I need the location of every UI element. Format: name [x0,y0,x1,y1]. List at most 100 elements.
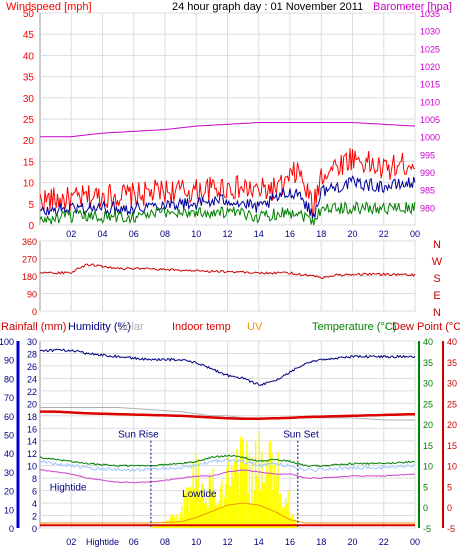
wind-title: Windspeed [mph] [6,1,92,13]
humidity-tick-label: 2 [32,512,37,522]
wind-min-line [39,200,416,226]
rainfall-tick-label: 90 [4,356,14,366]
direction-tick-label: 180 [22,272,37,282]
rainfall-tick-label: 20 [4,487,14,497]
dewpoint-tick-label: 0 [447,503,452,513]
humidity-tick-label: 30 [27,337,37,347]
graph-title: 24 hour graph day : 01 November 2011 [172,1,363,13]
wind-tick-label: 40 [23,51,35,62]
indoor-temp-line [40,410,416,420]
wind-series-layer [39,122,416,226]
dewpoint-tick-label: 20 [447,420,457,430]
dewpoint-lightblue-line [39,458,416,473]
wind-x-tick-label: 16 [285,229,295,239]
humidity-tick-label: 18 [27,412,37,422]
rainfall-tick-label: 30 [4,468,14,478]
barometer-line [40,122,416,138]
multi-x-tick-label: 10 [191,537,201,547]
humidity-tick-label: 12 [27,449,37,459]
temperature-tick-label: 15 [423,441,433,451]
annotation-label: Lowtide [182,489,217,500]
baro-tick-label: 1015 [420,80,440,90]
multi-x-tick-label: 22 [379,537,389,547]
humidity-tick-label: 6 [32,487,37,497]
dewpoint-magenta-line [39,469,416,484]
compass-label: E [433,290,440,302]
legend-rainfall: Rainfall (mm) [1,321,66,333]
wind-x-tick-label: 08 [160,229,170,239]
multi-x-tick-label: 20 [347,537,357,547]
multi-x-tick-label: 14 [254,537,264,547]
compass-label: N [433,239,441,251]
wind-average-line [39,175,416,219]
multi-x-tick-label: 12 [222,537,232,547]
dewpoint-tick-label: 10 [447,462,457,472]
wind-grid [40,12,416,226]
wind-x-tick-label: 12 [222,229,232,239]
wind-x-tick-label: 22 [379,229,389,239]
wind-x-tick-label: 02 [66,229,76,239]
dewpoint-tick-label: 5 [447,482,452,492]
rainfall-tick-label: 80 [4,374,14,384]
humidity-tick-label: 22 [27,387,37,397]
multi-x-tick-label: 00 [410,537,420,547]
baro-tick-label: 1010 [420,97,440,107]
dewpoint-axis: -5 0 5 10 15 20 25 30 35 40 [442,337,457,534]
annotation-label: Hightide [50,483,87,494]
dewpoint-tick-label: 25 [447,399,457,409]
rainfall-axis: 0 10 20 30 40 50 60 70 80 90 100 [0,337,20,534]
humidity-tick-label: 26 [27,362,37,372]
baro-tick-label: 985 [420,186,435,196]
rainfall-tick-label: 100 [0,337,14,347]
wind-tick-label: 10 [23,179,35,190]
outdoor-gray-line [40,407,415,421]
baro-tick-label: 1005 [420,115,440,125]
temperature-tick-label: 10 [423,462,433,472]
wind-x-axis: 02 04 06 08 10 12 14 16 18 20 22 00 [66,229,420,239]
humidity-tick-label: 8 [32,474,37,484]
temperature-tick-label: 30 [423,379,433,389]
rainfall-tick-label: 40 [4,449,14,459]
wind-x-tick-label: 10 [191,229,201,239]
dewpoint-tick-label: 40 [447,337,457,347]
wind-tick-label: 50 [23,9,35,20]
legend-solar: Solar [118,321,144,333]
humidity-tick-label: 16 [27,424,37,434]
baro-tick-label: 1020 [420,62,440,72]
temperature-tick-label: 20 [423,420,433,430]
humidity-tick-label: 4 [32,499,37,509]
annotation-label: Sun Rise [118,430,159,441]
wind-tick-label: 15 [23,157,35,168]
wind-x-tick-label: 20 [347,229,357,239]
wind-panel: Windspeed [mph] 24 hour graph day : 01 N… [6,1,452,239]
humidity-tick-label: 0 [32,524,37,534]
wind-tick-label: 30 [23,94,35,105]
wind-x-tick-label: 18 [316,229,326,239]
compass-label: S [433,273,440,285]
wind-direction-line [39,263,416,280]
wind-tick-label: 35 [23,73,35,84]
uv-line [40,502,415,524]
wind-x-tick-label: 00 [410,229,420,239]
direction-grid [40,240,416,312]
wind-x-tick-label: 06 [129,229,139,239]
rainfall-tick-label: 60 [4,412,14,422]
humidity-tick-label: 10 [27,462,37,472]
direction-tick-label: 270 [22,255,37,265]
sun-markers [150,440,299,528]
wind-tick-label: 0 [28,221,34,232]
rainfall-tick-label: 0 [9,524,14,534]
multi-x-tick-label: 18 [316,537,326,547]
humidity-tick-label: 28 [27,349,37,359]
multi-x-axis: 02 Hightide 06 08 10 12 14 16 18 20 22 00 [66,537,420,547]
rainfall-tick-label: 70 [4,393,14,403]
direction-tick-label: 90 [27,290,37,300]
dewpoint-tick-label: 30 [447,379,457,389]
baro-tick-label: 1030 [420,27,440,37]
multi-x-tick-label: 08 [160,537,170,547]
compass-label: W [432,256,443,268]
dewpoint-tick-label: -5 [447,524,455,534]
